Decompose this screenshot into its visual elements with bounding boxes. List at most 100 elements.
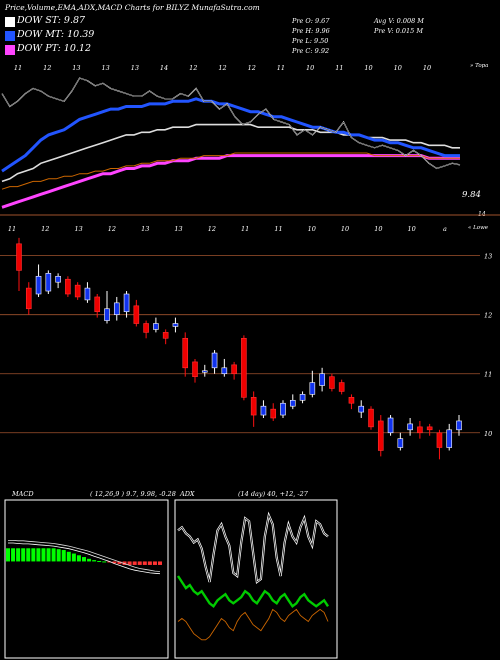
price-level-label: 12 bbox=[484, 312, 492, 320]
macd-histogram-bar bbox=[92, 560, 97, 562]
candle-body bbox=[456, 420, 462, 431]
top-date-label: 11 bbox=[335, 64, 343, 72]
macd-histogram-bar bbox=[26, 548, 31, 562]
macd-histogram-bar bbox=[41, 548, 46, 562]
legend-label: DOW PT: 10.12 bbox=[17, 43, 91, 54]
macd-signal-line bbox=[8, 540, 161, 572]
top-date-label: 12 bbox=[218, 64, 226, 72]
candle-date-label: 11 bbox=[274, 225, 282, 233]
chart-title: Price,Volume,EMA,ADX,MACD Charts for BIL… bbox=[5, 3, 260, 12]
candle-body bbox=[192, 361, 198, 377]
ema-mt-line bbox=[1, 97, 460, 173]
candle-body bbox=[25, 287, 32, 310]
candle-body bbox=[94, 296, 101, 313]
top-date-label: 13 bbox=[102, 64, 110, 72]
info-close: Pre C: 9.92 bbox=[292, 47, 330, 55]
candle-body bbox=[417, 426, 423, 434]
macd-histogram-bar bbox=[66, 551, 71, 562]
top-date-label: 11 bbox=[277, 64, 285, 72]
candle-body bbox=[74, 284, 81, 298]
candle-body bbox=[289, 399, 296, 407]
candle-body bbox=[123, 293, 130, 313]
top-date-label: 13 bbox=[131, 64, 139, 72]
candle-body bbox=[35, 275, 42, 295]
candle-body bbox=[182, 337, 189, 369]
candle-body bbox=[133, 305, 140, 324]
legend-swatch bbox=[5, 31, 15, 41]
candle-body bbox=[250, 397, 257, 416]
adx-line-core bbox=[177, 514, 329, 583]
candle-date-label: 11 bbox=[8, 225, 16, 233]
candle-date-label: 10 bbox=[341, 225, 349, 233]
candle-date-label: 12 bbox=[41, 225, 49, 233]
candle-body bbox=[368, 408, 374, 428]
macd-histogram-bar bbox=[36, 548, 41, 562]
candle-date-label: 11 bbox=[241, 225, 249, 233]
last-price-label: 9.84 bbox=[462, 190, 481, 200]
macd-panel bbox=[4, 499, 169, 659]
top-right-label: » Topa bbox=[470, 63, 489, 69]
legend-label: DOW MT: 10.39 bbox=[17, 29, 95, 40]
macd-line bbox=[8, 542, 161, 575]
top-date-label: 14 bbox=[160, 64, 168, 72]
candle-body bbox=[55, 275, 61, 283]
adx-label: ADX bbox=[180, 490, 195, 498]
macd-histogram-bar bbox=[107, 561, 112, 563]
macd-histogram-bar bbox=[6, 548, 10, 562]
macd-histogram-bar bbox=[102, 561, 107, 563]
candle-date-label: a bbox=[443, 225, 447, 233]
candle-body bbox=[221, 367, 228, 375]
candle-body bbox=[143, 323, 149, 333]
ema-a-line bbox=[1, 123, 460, 183]
info-avg-volume: Avg V: 0.008 M bbox=[374, 17, 424, 25]
candle-body bbox=[201, 370, 208, 373]
legend-label: DOW ST: 9.87 bbox=[17, 15, 86, 26]
candle-date-label: 13 bbox=[74, 225, 82, 233]
candle-body bbox=[436, 432, 443, 448]
macd-histogram-bar bbox=[117, 561, 122, 565]
candle-body bbox=[358, 405, 365, 413]
top-date-label: 10 bbox=[394, 64, 402, 72]
macd-histogram-bar bbox=[46, 548, 51, 562]
macd-histogram-bar bbox=[158, 561, 162, 565]
top-date-label: 12 bbox=[189, 64, 197, 72]
candle-date-label: 10 bbox=[374, 225, 382, 233]
candle-body bbox=[153, 323, 159, 330]
adx-minus-di-line bbox=[176, 575, 330, 609]
macd-histogram-bar bbox=[71, 553, 76, 562]
top-date-label: 10 bbox=[306, 64, 314, 72]
macd-histogram-bar bbox=[21, 548, 26, 562]
ema-b-line bbox=[1, 152, 460, 190]
candle-date-label: 13 bbox=[174, 225, 182, 233]
candle-body bbox=[84, 287, 91, 301]
top-date-label: 12 bbox=[248, 64, 256, 72]
macd-histogram-bar bbox=[56, 549, 61, 562]
macd-histogram-bar bbox=[82, 557, 86, 562]
candle-body bbox=[45, 273, 52, 292]
ema-pt-line bbox=[1, 154, 460, 209]
candle-date-label: 12 bbox=[208, 225, 216, 233]
price-level-label: 11 bbox=[484, 371, 492, 379]
macd-params: ( 12,26,9 ) 9.7, 9.98, -0.28 bbox=[90, 490, 176, 498]
candle-body bbox=[397, 438, 404, 448]
top-date-label: 10 bbox=[364, 64, 372, 72]
candle-body bbox=[446, 429, 453, 448]
macd-histogram-bar bbox=[137, 561, 142, 565]
macd-label: MACD bbox=[12, 490, 34, 498]
price-level-label: 13 bbox=[484, 253, 492, 261]
macd-histogram-bar bbox=[76, 555, 81, 562]
candle-body bbox=[16, 243, 22, 271]
candle-body bbox=[231, 364, 237, 375]
candle-body bbox=[426, 426, 433, 431]
candle-date-label: 12 bbox=[108, 225, 116, 233]
candle-date-label: 13 bbox=[141, 225, 149, 233]
macd-histogram-bar bbox=[132, 561, 137, 565]
legend-swatch bbox=[5, 45, 15, 55]
candle-body bbox=[299, 394, 306, 401]
macd-histogram-bar bbox=[51, 548, 56, 562]
candle-body bbox=[309, 382, 316, 395]
candle-body bbox=[162, 332, 169, 339]
candle-body bbox=[241, 337, 247, 398]
info-pre-volume: Pre V: 0.015 M bbox=[374, 27, 424, 35]
